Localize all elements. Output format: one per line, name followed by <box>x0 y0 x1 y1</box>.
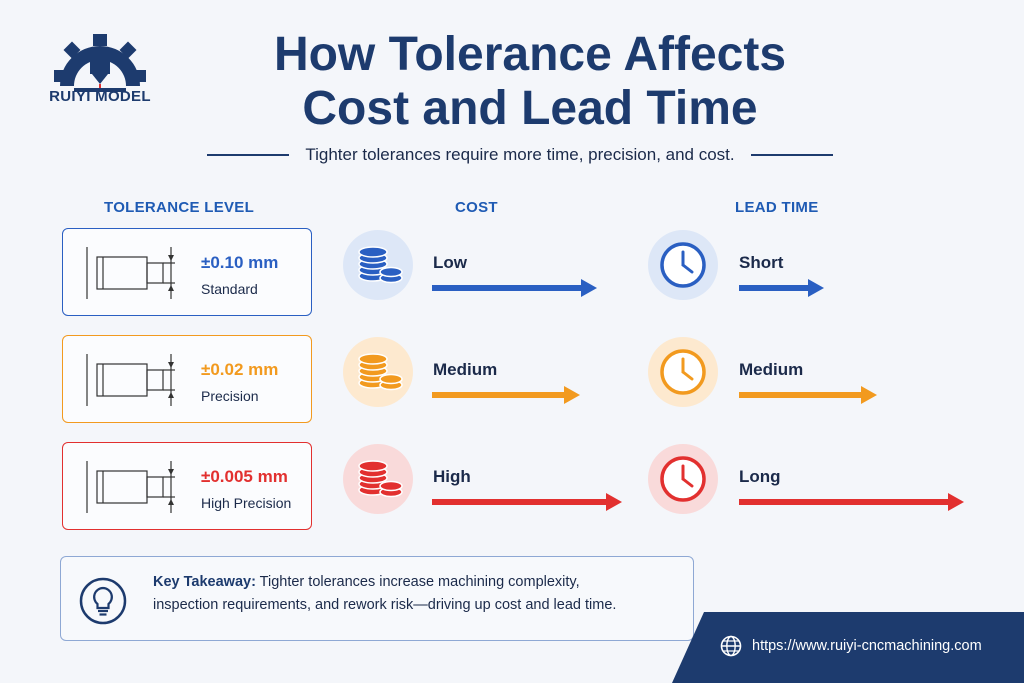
page-title: How Tolerance Affects Cost and Lead Time <box>180 28 880 136</box>
tolerance-card: ±0.005 mm High Precision <box>62 442 312 530</box>
clock-icon <box>648 230 718 300</box>
title-line-1: How Tolerance Affects <box>273 28 787 81</box>
lead-time-arrow <box>739 279 824 297</box>
takeaway-line-1: Tighter tolerances increase machining co… <box>255 574 580 590</box>
subtitle-row: Tighter tolerances require more time, pr… <box>160 143 880 167</box>
subtitle: Tighter tolerances require more time, pr… <box>305 145 735 164</box>
coin-stack-icon <box>343 444 413 514</box>
gear-laser-logo-icon <box>54 34 146 92</box>
lightbulb-icon <box>79 577 127 625</box>
lead-time-arrow <box>739 386 877 404</box>
takeaway-label: Key Takeaway: <box>153 574 256 590</box>
subtitle-rule-left <box>207 154 290 156</box>
subtitle-rule-right <box>750 154 833 156</box>
brand-name: RUIYI MODEL <box>49 88 151 105</box>
column-header-tolerance: TOLERANCE LEVEL <box>104 199 255 216</box>
cost-arrow <box>432 493 622 511</box>
tolerance-value: ±0.02 mm <box>201 360 279 379</box>
cost-label: High <box>433 467 471 486</box>
shaft-drawing-icon <box>86 354 175 406</box>
takeaway-text: Key Takeaway: Tighter tolerances increas… <box>153 571 683 617</box>
website-link[interactable]: https://www.ruiyi-cncmachining.com <box>752 638 982 654</box>
column-header-lead-time: LEAD TIME <box>735 199 819 216</box>
lead-time-label: Short <box>739 253 784 272</box>
cost-arrow <box>432 279 597 297</box>
tolerance-value: ±0.005 mm <box>201 467 288 486</box>
coin-stack-icon <box>343 230 413 300</box>
shaft-drawing-icon <box>86 461 175 513</box>
tolerance-card: ±0.10 mm Standard <box>62 228 312 316</box>
column-header-cost: COST <box>455 199 498 216</box>
clock-icon <box>648 337 718 407</box>
tolerance-value: ±0.10 mm <box>201 253 279 272</box>
shaft-drawing-icon <box>86 247 175 299</box>
cost-label: Medium <box>433 360 498 379</box>
takeaway-line-2: inspection requirements, and rework risk… <box>153 597 617 613</box>
lead-time-label: Long <box>739 467 781 486</box>
tolerance-name: Standard <box>201 281 258 297</box>
footer-banner: https://www.ruiyi-cncmachining.com <box>672 612 1024 683</box>
lead-time-label: Medium <box>739 360 804 379</box>
title-line-2: Cost and Lead Time <box>302 82 758 135</box>
globe-icon <box>720 635 742 657</box>
coin-stack-icon <box>343 337 413 407</box>
cost-arrow <box>432 386 580 404</box>
tolerance-name: Precision <box>201 388 259 404</box>
cost-label: Low <box>433 253 467 272</box>
key-takeaway-box: Key Takeaway: Tighter tolerances increas… <box>60 556 694 641</box>
lead-time-arrow <box>739 493 964 511</box>
tolerance-card: ±0.02 mm Precision <box>62 335 312 423</box>
clock-icon <box>648 444 718 514</box>
tolerance-name: High Precision <box>201 495 292 511</box>
